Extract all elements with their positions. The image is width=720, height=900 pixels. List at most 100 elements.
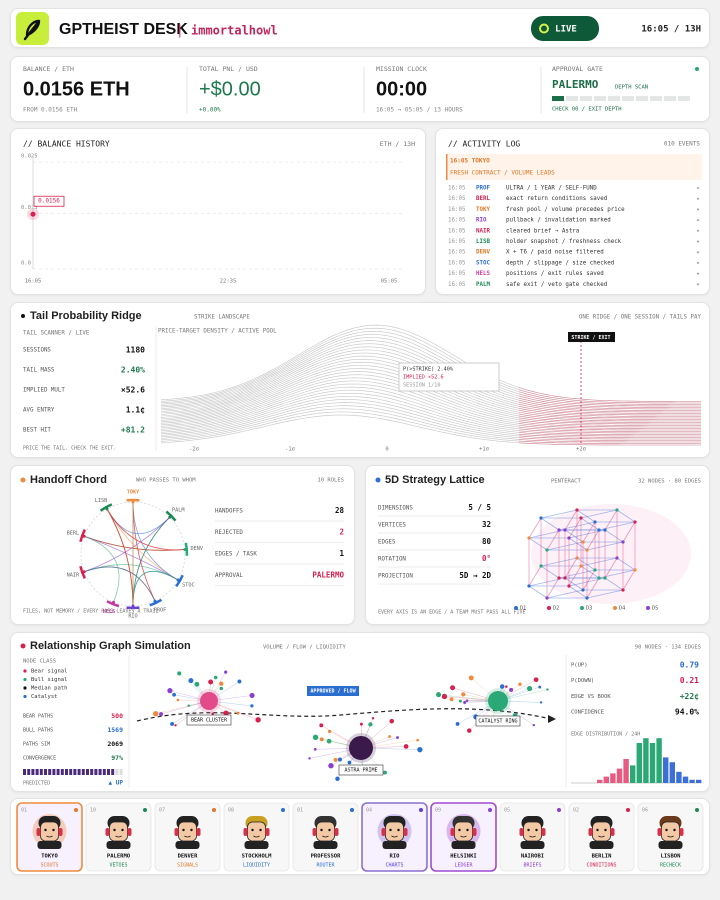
legend-dot: [646, 606, 650, 610]
lattice-edge: [528, 565, 542, 587]
legend-label: D5: [652, 606, 658, 612]
avatar-eye: [673, 828, 676, 832]
ridge-tail: [519, 411, 701, 420]
handoff-chord-canvas: Handoff Chord WHO PASSES TO WHOM 10 ROLES T…: [20, 474, 344, 620]
graph-node: [177, 671, 182, 676]
graph-node: [333, 757, 338, 762]
convergence-segment: [102, 769, 106, 775]
log-agent: PROF: [476, 186, 490, 192]
graph-node: [249, 692, 255, 698]
graph-node: [417, 747, 423, 753]
lattice-edge: [568, 565, 582, 587]
panel-title: Handoff Chord: [30, 474, 107, 486]
scanner-label: TAIL SCANNER / LIVE: [23, 331, 90, 337]
tail-ridge-canvas: Tail Probability Ridge STRIKE LANDSCAPE ON…: [21, 310, 702, 453]
avatar-body: [106, 841, 131, 849]
chord-edge: [83, 566, 156, 602]
ridge-tail: [519, 440, 701, 444]
legend-label: D3: [586, 606, 592, 612]
chord-edge: [83, 516, 171, 573]
distribution-bar: [696, 779, 702, 783]
convergence-segment: [23, 769, 26, 775]
x-tick-label: 05:05: [381, 279, 398, 285]
graph-stat-value: 500: [111, 712, 123, 720]
avatar-eye: [596, 828, 599, 832]
balance-point: [30, 211, 36, 217]
avatar-mouth: [115, 835, 122, 838]
stat-value: +$0.00: [199, 78, 261, 100]
avatar-body: [313, 841, 338, 849]
graph-stat-label: CONVERGENCE: [23, 756, 56, 762]
tail-stat-value: 1180: [126, 346, 145, 355]
graph-node: [416, 738, 419, 742]
distribution-bar: [643, 738, 649, 783]
avatar-eye: [182, 828, 185, 832]
event-count: 010 EVENTS: [664, 141, 701, 148]
graph-node: [224, 670, 228, 674]
graph-node: [461, 692, 466, 697]
hub-label-box: [475, 715, 521, 727]
avatar-mouth: [667, 835, 674, 838]
graph-node: [526, 685, 533, 692]
graph-node: [313, 747, 317, 751]
convergence-segment: [98, 769, 102, 775]
agent-name: HELSINKI: [450, 854, 477, 860]
log-dot: [697, 283, 699, 286]
prob-label: CONFIDENCE: [571, 710, 604, 716]
gate-dot: [695, 67, 699, 71]
graph-stat-label: BULL PATHS: [23, 728, 53, 734]
prob-value: 0.79: [680, 661, 699, 670]
agent-status: [695, 808, 699, 812]
tail-ridge: Tail Probability Ridge STRIKE LANDSCAPE ON…: [10, 302, 710, 458]
avatar-face: [385, 821, 404, 842]
agent-number: 06: [642, 808, 648, 814]
graph-node: [208, 679, 214, 685]
graph-node: [219, 681, 224, 686]
highlight-bg: [446, 154, 702, 180]
graph-node: [347, 760, 352, 765]
lattice-vertex: [575, 556, 579, 560]
graph-node: [312, 734, 319, 741]
avatar-face: [661, 821, 680, 842]
lattice-stat-label: DIMENSIONS: [378, 506, 413, 512]
graph-stat-value: 97%: [111, 754, 123, 762]
avatar-ear: [679, 828, 684, 836]
convergence-segment: [31, 769, 35, 775]
log-time: 16:05: [448, 196, 466, 202]
avatar-mouth: [460, 835, 467, 838]
graph-node: [213, 675, 218, 680]
avatar-mouth: [46, 835, 53, 838]
distribution-title: EDGE DISTRIBUTION / 24H: [571, 732, 640, 738]
lattice-vertex: [557, 576, 561, 580]
chord-arc: [99, 503, 113, 512]
title-separator: |: [178, 22, 182, 38]
panel-tag: PENTERACT: [551, 479, 581, 485]
graph-node: [167, 688, 173, 694]
lattice-vertex: [633, 568, 637, 572]
tooltip-line: P(>STRIKE) 2.40%: [403, 367, 454, 373]
chord-edge: [132, 501, 179, 581]
avatar-eye: [121, 828, 124, 832]
ridge-tail: [519, 391, 701, 405]
convergence-segment: [111, 769, 115, 775]
log-time: 16:05: [448, 282, 466, 288]
log-dot: [697, 187, 699, 189]
distribution-bar: [656, 738, 662, 783]
hub-node: [488, 691, 508, 711]
lattice-edge: [604, 529, 624, 543]
log-text: pullback / invalidation marked: [506, 218, 611, 224]
graph-node: [172, 692, 176, 697]
chord-edge: [83, 535, 120, 603]
avatar-eye: [190, 828, 193, 832]
agent-role: RECHECK: [660, 863, 681, 869]
lattice-edge: [616, 509, 636, 523]
chord-edge: [106, 508, 134, 607]
graph-stat-label: PATHS SIM: [23, 742, 50, 748]
lattice-edge: [604, 509, 618, 531]
distribution-bar: [669, 762, 675, 783]
agent-status: [350, 808, 354, 812]
chord-node: [176, 578, 180, 582]
avatar-eye: [259, 828, 262, 832]
convergence-segment: [27, 769, 31, 775]
avatar-face: [40, 821, 59, 842]
